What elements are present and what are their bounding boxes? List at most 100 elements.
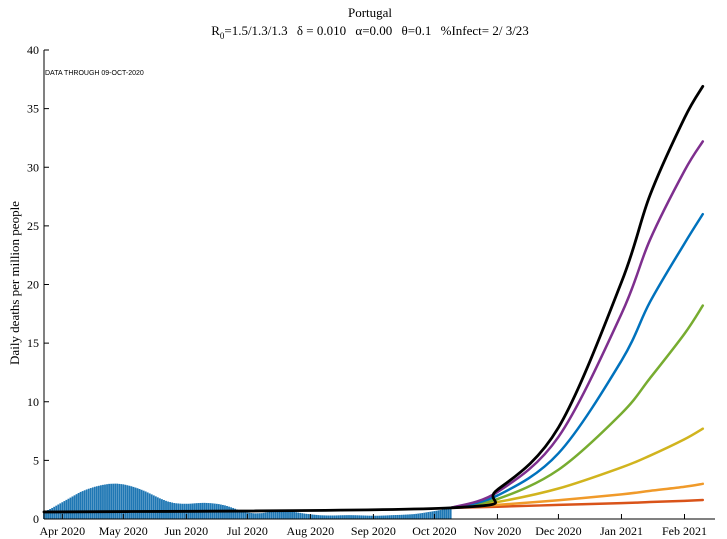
- observed-bar: [278, 510, 281, 519]
- observed-bar: [91, 487, 94, 519]
- y-tick-label: 30: [27, 160, 39, 174]
- observed-bar: [350, 515, 352, 519]
- observed-bar: [370, 515, 373, 519]
- observed-bar: [97, 485, 100, 519]
- observed-bar: [244, 511, 247, 519]
- observed-bar: [280, 510, 283, 519]
- x-tick-label: Apr 2020: [39, 524, 85, 538]
- y-tick-label: 15: [27, 336, 39, 350]
- observed-bar: [252, 513, 255, 519]
- observed-bar: [419, 513, 422, 519]
- observed-bar: [283, 510, 285, 519]
- observed-bar: [398, 514, 401, 519]
- observed-bar: [394, 515, 397, 519]
- observed-bar: [425, 512, 428, 519]
- series-line: [42, 84, 705, 514]
- observed-bar: [51, 507, 54, 519]
- observed-bar: [165, 500, 167, 519]
- subtitle-delta: δ = 0.010: [297, 23, 346, 38]
- observed-bar: [352, 515, 354, 519]
- observed-bar: [325, 515, 328, 519]
- observed-bar: [124, 484, 127, 519]
- observed-bar: [238, 510, 241, 519]
- observed-bar: [307, 514, 310, 519]
- x-tick-label: Sep 2020: [351, 524, 396, 538]
- y-ticks: 0 5 10 15 20 25 30 35 40: [27, 43, 49, 526]
- observed-bar: [250, 513, 253, 519]
- observed-bar: [75, 494, 78, 519]
- observed-bar: [441, 509, 444, 519]
- observed-bar: [79, 491, 82, 519]
- observed-bar: [158, 498, 161, 519]
- observed-bar: [392, 515, 395, 519]
- observed-bar: [87, 488, 90, 519]
- observed-bar: [49, 509, 52, 519]
- observed-bar: [118, 483, 121, 519]
- observed-bar: [360, 515, 363, 519]
- observed-bar: [427, 512, 430, 519]
- observed-bar: [161, 499, 163, 519]
- projection-lines: [42, 84, 705, 514]
- observed-bar: [382, 515, 385, 519]
- observed-bar: [89, 488, 92, 519]
- observed-bar: [291, 511, 293, 519]
- subtitle-alpha: α=0.00: [355, 23, 392, 38]
- observed-bar: [439, 509, 442, 519]
- subtitle-r0-sub: 0: [220, 31, 225, 41]
- observed-bar: [104, 484, 106, 519]
- observed-bar: [443, 509, 446, 519]
- series-line: [449, 212, 705, 510]
- observed-bar: [71, 496, 74, 519]
- observed-bar: [83, 490, 86, 519]
- observed-bar: [390, 515, 393, 519]
- observed-bar: [69, 497, 72, 519]
- observed-bar: [287, 511, 289, 519]
- observed-bar: [301, 513, 304, 519]
- x-tick-label: Oct 2020: [412, 524, 456, 538]
- observed-bar: [289, 511, 291, 519]
- y-tick-label: 10: [27, 395, 39, 409]
- observed-bar: [228, 506, 230, 519]
- observed-bar: [329, 515, 332, 519]
- observed-bar: [242, 511, 245, 519]
- observed-bar: [421, 513, 424, 519]
- observed-bar: [47, 510, 49, 519]
- observed-bar: [407, 514, 409, 519]
- observed-bar: [435, 510, 438, 519]
- observed-bar: [380, 515, 383, 519]
- x-ticks: Apr 2020 May 2020 Jun 2020 Jul 2020 Aug 2020…: [39, 514, 707, 538]
- observed-bar: [130, 486, 133, 519]
- subtitle-theta: θ=0.1: [402, 23, 432, 38]
- observed-bar: [112, 483, 115, 519]
- observed-bar: [295, 512, 298, 519]
- observed-bar: [429, 511, 432, 519]
- observed-bar: [73, 495, 76, 519]
- observed-bar: [274, 510, 277, 519]
- observed-bar: [297, 512, 300, 519]
- x-tick-label: Jul 2020: [227, 524, 268, 538]
- observed-bar: [276, 510, 279, 519]
- observed-bar: [323, 515, 326, 519]
- y-tick-label: 35: [27, 102, 39, 116]
- observed-bar: [258, 513, 261, 519]
- observed-bar: [132, 486, 135, 519]
- observed-bar: [445, 508, 448, 519]
- subtitle-r0: R: [211, 23, 220, 38]
- chart-title: Portugal: [348, 5, 392, 20]
- y-tick-label: 5: [33, 453, 39, 467]
- x-tick-label: Dec 2020: [535, 524, 581, 538]
- observed-bar: [114, 483, 117, 519]
- observed-bars: [43, 483, 452, 519]
- observed-bar: [106, 484, 108, 519]
- observed-bar: [248, 512, 251, 519]
- observed-bar: [136, 488, 139, 519]
- observed-bar: [144, 491, 147, 519]
- observed-bar: [409, 514, 411, 519]
- observed-bar: [396, 514, 399, 519]
- x-tick-label: Jun 2020: [164, 524, 208, 538]
- observed-bar: [356, 515, 359, 519]
- observed-bar: [254, 513, 257, 519]
- observed-bar: [285, 510, 287, 519]
- chart-subtitle: R0=1.5/1.3/1.3 δ = 0.010 α=0.00 θ=0.1 %I…: [211, 23, 529, 41]
- observed-bar: [67, 498, 70, 519]
